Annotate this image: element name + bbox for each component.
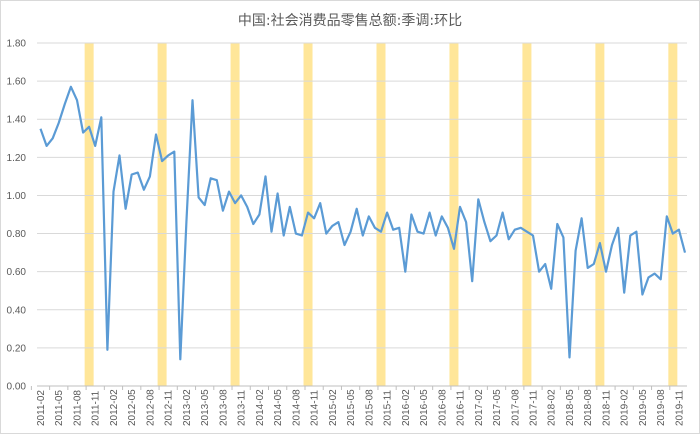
x-tick-label: 2015-11 <box>383 390 394 426</box>
y-tick-label: 0.00 <box>7 382 27 393</box>
highlight-band <box>157 43 167 386</box>
x-tick-label: 2014-02 <box>255 389 266 426</box>
x-tick-label: 2014-05 <box>273 389 284 426</box>
highlight-band <box>376 43 386 386</box>
x-tick-label: 2015-08 <box>364 389 375 426</box>
x-axis: 2011-02 2011-05 2011-08 2011-11 2012-02 2012-… <box>30 385 687 426</box>
x-tick-label: 2019-02 <box>620 389 631 426</box>
data-line <box>39 85 687 361</box>
x-tick-label: 2017-08 <box>510 389 521 426</box>
x-tick-label: 2012-05 <box>127 389 138 426</box>
highlight-band <box>449 43 459 386</box>
x-tick-label: 2015-02 <box>328 389 339 426</box>
x-tick-label: 2011-05 <box>54 390 65 426</box>
x-tick-label: 2018-02 <box>547 389 558 426</box>
y-axis: 0.00 0.20 0.40 0.60 0.80 1.00 1.20 1.40 1.60 1.80 <box>7 39 27 393</box>
x-tick-label: 2011-08 <box>72 390 83 426</box>
x-tick-label: 2013-11 <box>237 390 248 426</box>
x-tick-label: 2016-08 <box>437 389 448 426</box>
x-tick-label: 2017-05 <box>492 389 503 426</box>
x-tick-label: 2011-02 <box>36 390 47 426</box>
x-tick-label: 2013-02 <box>182 389 193 426</box>
x-tick-label: 2016-05 <box>419 389 430 426</box>
x-tick-label: 2018-11 <box>601 390 612 426</box>
y-tick-label: 0.80 <box>7 229 27 240</box>
x-tick-label: 2013-08 <box>218 389 229 426</box>
x-tick-label: 2014-08 <box>291 389 302 426</box>
x-tick-label: 2017-02 <box>474 389 485 426</box>
highlight-band <box>595 43 605 386</box>
highlight-band <box>84 43 94 386</box>
x-tick-label: 2012-08 <box>145 389 156 426</box>
y-tick-label: 1.60 <box>7 77 27 88</box>
y-tick-label: 0.20 <box>7 343 27 354</box>
x-tick-label: 2012-02 <box>109 389 120 426</box>
highlight-bands <box>84 43 678 386</box>
highlight-band <box>668 43 678 386</box>
gridlines <box>37 42 687 349</box>
y-tick-label: 1.00 <box>7 191 27 202</box>
highlight-band <box>230 43 240 386</box>
x-tick-label: 2016-11 <box>456 390 467 426</box>
y-tick-label: 0.40 <box>7 305 27 316</box>
x-tick-label: 2018-05 <box>565 389 576 426</box>
x-tick-label: 2012-11 <box>164 390 175 426</box>
x-tick-label: 2015-05 <box>346 389 357 426</box>
x-tick-label: 2018-08 <box>583 389 594 426</box>
x-tick-label: 2014-11 <box>310 390 321 426</box>
highlight-band <box>522 43 532 386</box>
x-tick-label: 2017-11 <box>528 390 539 426</box>
x-tick-label: 2019-08 <box>656 389 667 426</box>
y-tick-label: 0.60 <box>7 267 27 278</box>
x-tick-label: 2019-05 <box>638 389 649 426</box>
y-tick-label: 1.80 <box>7 39 27 50</box>
x-tick-label: 2019-11 <box>674 390 685 426</box>
y-tick-label: 1.20 <box>7 153 27 164</box>
x-tick-label: 2013-05 <box>200 389 211 426</box>
chart-title: 中国:社会消费品零售总额:季调:环比 <box>237 13 463 29</box>
x-tick-label: 2016-02 <box>401 389 412 426</box>
y-tick-label: 1.40 <box>7 115 27 126</box>
x-tick-label: 2011-11 <box>91 390 102 426</box>
